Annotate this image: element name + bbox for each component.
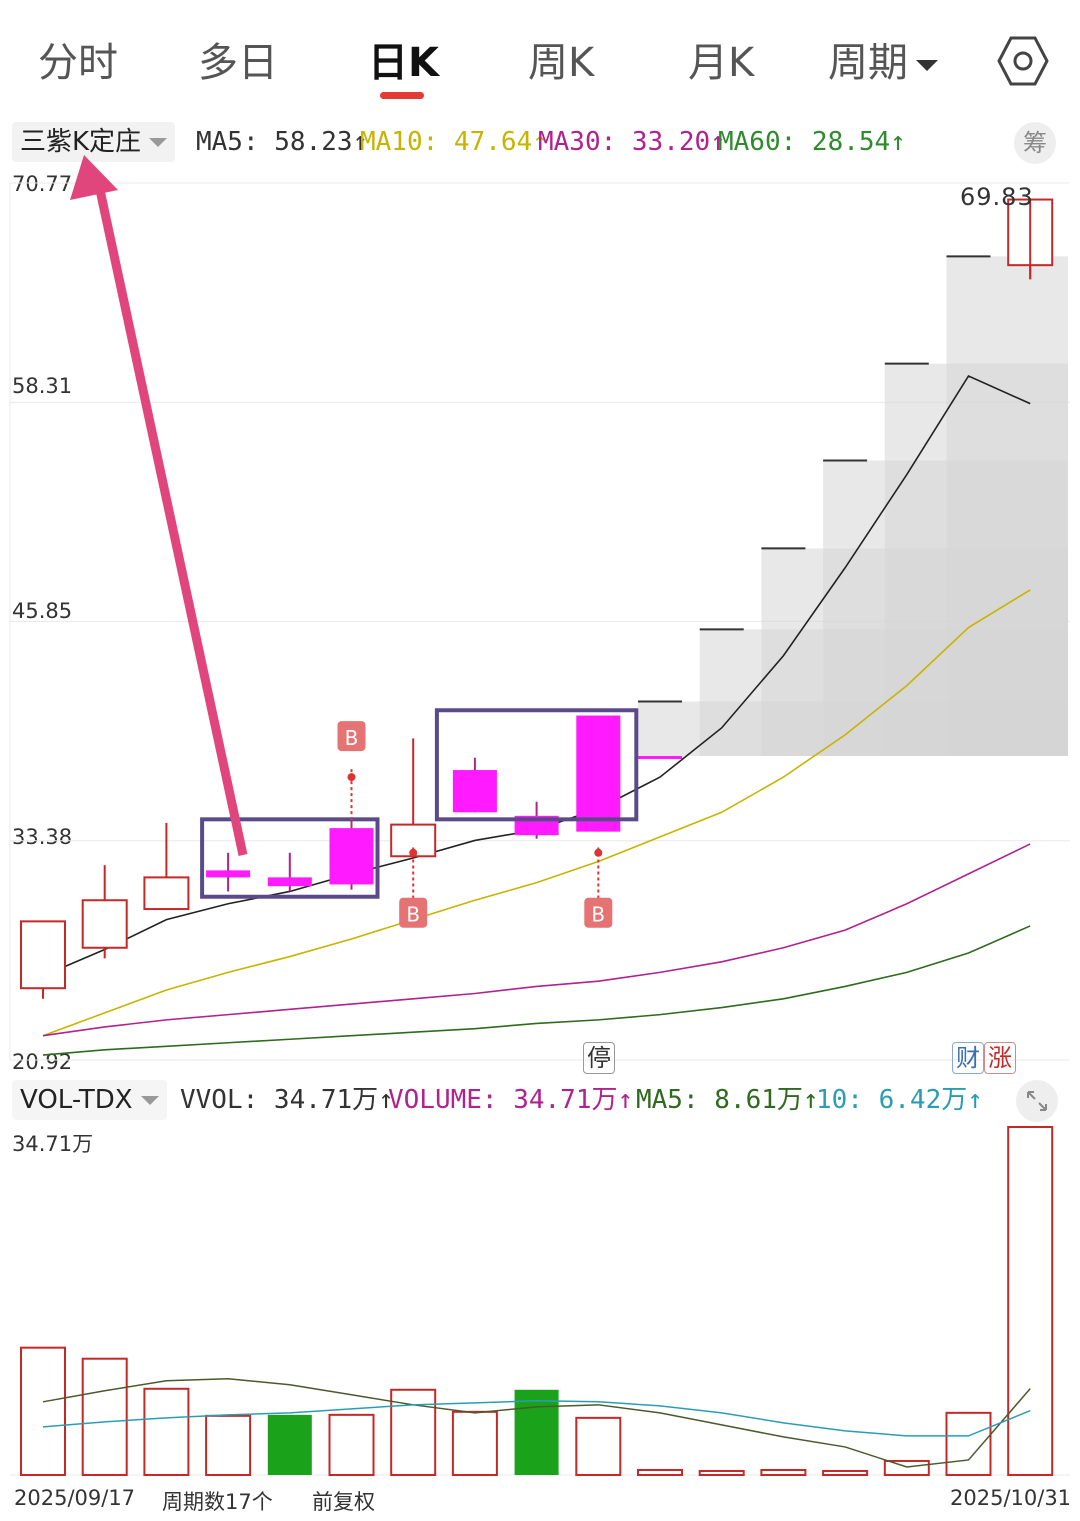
rise-tag: 涨: [984, 1042, 1016, 1074]
suspend-tag: 停: [583, 1042, 615, 1074]
candle-body: [576, 715, 621, 832]
volume-bar: [205, 1414, 252, 1477]
vol-ma5-value: MA5: 8.61万↑: [636, 1085, 819, 1115]
candle-body: [638, 755, 682, 759]
vol-indicator-select[interactable]: VOL-TDX: [12, 1080, 167, 1120]
ma-line-ma10: [42, 589, 1031, 1037]
start-date: 2025/09/17: [14, 1486, 136, 1510]
ma10-value: MA10: 47.64↑: [360, 127, 548, 157]
adjust-mode[interactable]: 前复权: [312, 1490, 375, 1514]
caret-down-icon: [140, 1096, 159, 1105]
vol-ma10-line: [42, 1400, 1031, 1437]
chip-distribution-button[interactable]: 筹: [1014, 122, 1056, 164]
end-date: 2025/10/31: [950, 1486, 1072, 1510]
ma30-value: MA30: 33.20↑: [538, 127, 726, 157]
vol-ma5-line: [42, 1377, 1031, 1468]
volume-bar: [575, 1416, 622, 1476]
tab-zhouqi[interactable]: 周期: [828, 30, 938, 88]
vol-indicator-name: VOL-TDX: [20, 1085, 133, 1115]
volume-bar: [143, 1387, 190, 1476]
buy-marker-label: B: [591, 903, 605, 927]
main-indicator-name: 三紫K定庄: [20, 127, 142, 157]
active-tab-indicator: [380, 92, 424, 99]
buy-marker-dot: [409, 848, 418, 857]
volume-bar: [81, 1357, 128, 1476]
buy-marker: [399, 897, 428, 928]
price-axis-label: 58.31: [12, 374, 73, 398]
vol-indicator-row: VOL-TDX VVOL: 34.71万↑ VOLUME: 34.71万↑ MA…: [0, 1080, 1080, 1124]
ma60-value: MA60: 28.54↑: [718, 127, 906, 157]
volume-bar: [267, 1414, 312, 1475]
tab-zhouk[interactable]: 周K: [528, 40, 595, 86]
volume-bar: [822, 1469, 869, 1476]
buy-marker-dot: [594, 848, 603, 857]
tab-fenshi[interactable]: 分时: [38, 40, 118, 86]
vol-ma10-value: 10: 6.42万↑: [816, 1085, 983, 1115]
volume-bar: [451, 1410, 498, 1477]
ma5-value: MA5: 58.23↑: [196, 127, 369, 157]
volume-bar: [637, 1468, 683, 1477]
period-tabs: 分时 多日 日K 周K 月K 周期: [0, 0, 1080, 110]
tab-yuek[interactable]: 月K: [688, 40, 755, 86]
period-count: 周期数17个: [162, 1490, 273, 1514]
tab-rik[interactable]: 日K: [368, 40, 439, 86]
price-axis-label: 33.38: [12, 825, 73, 849]
candle-body: [267, 877, 312, 887]
vvol-value: VVOL: 34.71万↑: [180, 1085, 394, 1115]
volume-bar: [698, 1469, 745, 1476]
candle-body: [329, 828, 374, 885]
expand-icon[interactable]: [1016, 1080, 1058, 1122]
volume-bar: [1007, 1126, 1054, 1476]
buy-marker-label: B: [406, 903, 420, 927]
finance-tag: 财: [952, 1042, 984, 1074]
tab-duori[interactable]: 多日: [198, 40, 278, 86]
candle-body: [81, 899, 128, 949]
buy-marker-dot: [347, 773, 356, 782]
candle-body: [20, 920, 66, 990]
annotation-arrowhead: [70, 155, 118, 200]
volume-bar: [20, 1346, 66, 1476]
price-axis-label: 45.85: [12, 599, 73, 623]
highlight-box: [200, 817, 380, 899]
chevron-down-icon: [916, 59, 938, 71]
volume-bar: [945, 1411, 992, 1476]
hexagon-settings-icon[interactable]: [996, 34, 1050, 88]
candle-body: [143, 876, 190, 911]
vol-max-label: 34.71万: [12, 1132, 94, 1156]
main-indicator-row: 三紫K定庄 MA5: 58.23↑ MA10: 47.64↑ MA30: 33.…: [0, 122, 1080, 166]
volume-bar: [760, 1468, 807, 1477]
caret-down-icon: [149, 138, 168, 147]
main-indicator-select[interactable]: 三紫K定庄: [12, 122, 176, 162]
buy-marker: [584, 897, 613, 928]
candle-body: [206, 870, 251, 878]
limit-up-block: [946, 256, 1068, 756]
annotation-arrow: [95, 189, 248, 856]
highlight-box: [434, 708, 639, 822]
candle-body: [452, 770, 497, 813]
ma-line-ma30: [42, 843, 1031, 1037]
buy-marker: [337, 721, 366, 752]
volume-bar: [328, 1413, 375, 1477]
tab-zhouqi-label: 周期: [828, 40, 908, 86]
volume-value: VOLUME: 34.71万↑: [388, 1085, 634, 1115]
buy-marker-label: B: [345, 726, 359, 750]
ma-line-ma60: [42, 925, 1031, 1056]
volume-bar: [883, 1459, 930, 1477]
high-price-label: 69.83: [960, 183, 1034, 211]
volume-bar: [514, 1389, 559, 1475]
price-axis-label: 70.77: [12, 172, 73, 196]
